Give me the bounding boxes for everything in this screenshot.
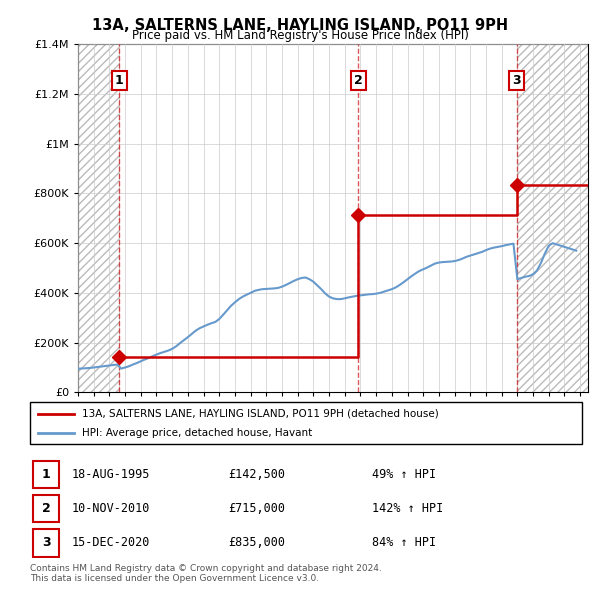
- Text: 3: 3: [41, 536, 50, 549]
- FancyBboxPatch shape: [33, 529, 59, 556]
- Text: £142,500: £142,500: [229, 468, 286, 481]
- FancyBboxPatch shape: [33, 495, 59, 522]
- FancyBboxPatch shape: [33, 461, 59, 488]
- Bar: [78, 44, 119, 392]
- Text: 49% ↑ HPI: 49% ↑ HPI: [372, 468, 436, 481]
- Text: 2: 2: [41, 502, 50, 515]
- Text: HPI: Average price, detached house, Havant: HPI: Average price, detached house, Hava…: [82, 428, 313, 438]
- Text: 142% ↑ HPI: 142% ↑ HPI: [372, 502, 443, 515]
- Text: £715,000: £715,000: [229, 502, 286, 515]
- Text: £835,000: £835,000: [229, 536, 286, 549]
- Text: Contains HM Land Registry data © Crown copyright and database right 2024.
This d: Contains HM Land Registry data © Crown c…: [30, 563, 382, 583]
- Text: Price paid vs. HM Land Registry's House Price Index (HPI): Price paid vs. HM Land Registry's House …: [131, 30, 469, 42]
- Text: 2: 2: [354, 74, 362, 87]
- Text: 15-DEC-2020: 15-DEC-2020: [71, 536, 150, 549]
- Text: 84% ↑ HPI: 84% ↑ HPI: [372, 536, 436, 549]
- Text: 13A, SALTERNS LANE, HAYLING ISLAND, PO11 9PH (detached house): 13A, SALTERNS LANE, HAYLING ISLAND, PO11…: [82, 409, 439, 419]
- Text: 1: 1: [115, 74, 124, 87]
- FancyBboxPatch shape: [30, 402, 582, 444]
- Text: 10-NOV-2010: 10-NOV-2010: [71, 502, 150, 515]
- Text: 18-AUG-1995: 18-AUG-1995: [71, 468, 150, 481]
- Text: 1: 1: [41, 468, 50, 481]
- Text: 3: 3: [512, 74, 521, 87]
- Bar: [517, 44, 588, 392]
- Text: 13A, SALTERNS LANE, HAYLING ISLAND, PO11 9PH: 13A, SALTERNS LANE, HAYLING ISLAND, PO11…: [92, 18, 508, 32]
